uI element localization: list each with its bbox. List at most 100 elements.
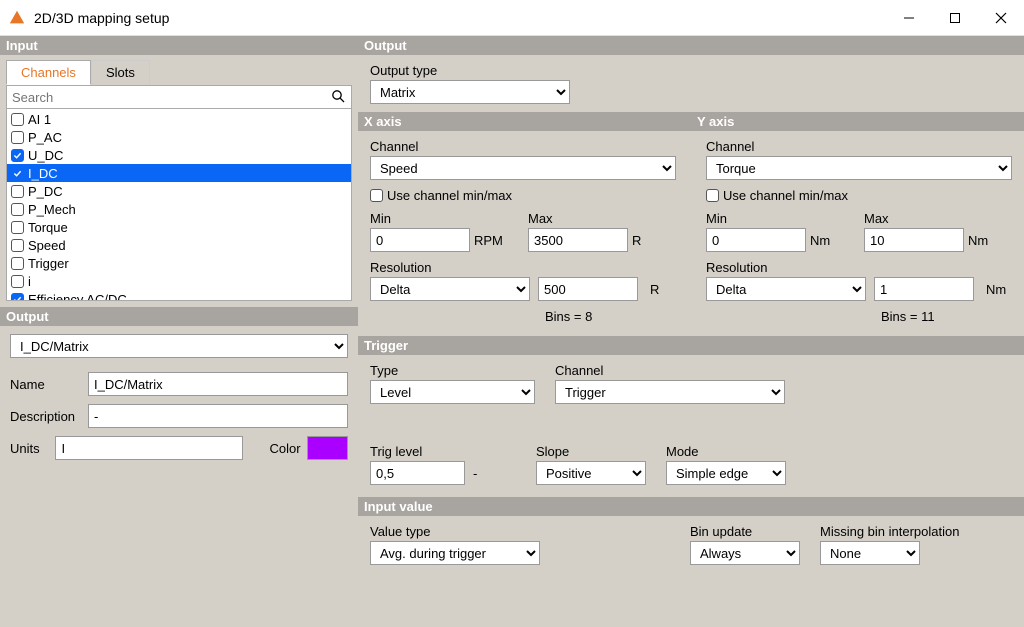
search-icon[interactable] bbox=[331, 89, 351, 106]
x-axis-panel: Channel Speed Use channel min/max Min RP… bbox=[370, 139, 676, 324]
channel-checkbox[interactable] bbox=[11, 275, 24, 288]
x-resolution-label: Resolution bbox=[370, 260, 676, 275]
name-input[interactable] bbox=[88, 372, 348, 396]
channel-item[interactable]: Speed bbox=[7, 236, 351, 254]
trigger-level-input[interactable] bbox=[370, 461, 465, 485]
channel-label: Speed bbox=[28, 238, 66, 253]
trigger-slope-select[interactable]: Positive bbox=[536, 461, 646, 485]
channel-checkbox[interactable] bbox=[11, 239, 24, 252]
x-max-input[interactable] bbox=[528, 228, 628, 252]
right-output-header: Output bbox=[358, 36, 1024, 55]
x-min-input[interactable] bbox=[370, 228, 470, 252]
description-label: Description bbox=[10, 409, 82, 424]
channel-label: i bbox=[28, 274, 31, 289]
name-label: Name bbox=[10, 377, 82, 392]
channel-checkbox[interactable] bbox=[11, 149, 24, 162]
x-resolution-unit: R bbox=[650, 282, 659, 297]
channel-item[interactable]: U_DC bbox=[7, 146, 351, 164]
x-bins-text: Bins = 8 bbox=[545, 309, 676, 324]
close-button[interactable] bbox=[978, 0, 1024, 36]
search-input[interactable] bbox=[7, 86, 331, 108]
y-min-input[interactable] bbox=[706, 228, 806, 252]
channel-label: I_DC bbox=[28, 166, 58, 181]
y-use-minmax-checkbox[interactable] bbox=[706, 189, 719, 202]
channel-item[interactable]: P_DC bbox=[7, 182, 351, 200]
trigger-channel-label: Channel bbox=[555, 363, 785, 378]
trigger-slope-label: Slope bbox=[536, 444, 646, 459]
channel-item[interactable]: P_Mech bbox=[7, 200, 351, 218]
window-title: 2D/3D mapping setup bbox=[34, 10, 169, 26]
output-type-select[interactable]: Matrix bbox=[370, 80, 570, 104]
color-swatch[interactable] bbox=[307, 436, 348, 460]
binupdate-label: Bin update bbox=[690, 524, 800, 539]
y-use-minmax-label: Use channel min/max bbox=[723, 188, 848, 203]
output-type-label: Output type bbox=[370, 63, 1012, 78]
channel-item[interactable]: AI 1 bbox=[7, 110, 351, 128]
x-resolution-type[interactable]: Delta bbox=[370, 277, 530, 301]
y-resolution-unit: Nm bbox=[986, 282, 1006, 297]
channel-checkbox[interactable] bbox=[11, 221, 24, 234]
trigger-channel-select[interactable]: Trigger bbox=[555, 380, 785, 404]
channel-item[interactable]: Torque bbox=[7, 218, 351, 236]
channel-item[interactable]: Trigger bbox=[7, 254, 351, 272]
y-axis-panel: Channel Torque Use channel min/max Min N… bbox=[706, 139, 1012, 324]
channel-checkbox[interactable] bbox=[11, 203, 24, 216]
y-min-unit: Nm bbox=[810, 233, 830, 248]
description-input[interactable] bbox=[88, 404, 348, 428]
channel-label: P_Mech bbox=[28, 202, 76, 217]
input-section-header: Input bbox=[0, 36, 358, 55]
units-label: Units bbox=[10, 441, 49, 456]
x-min-label: Min bbox=[370, 211, 518, 226]
y-max-label: Max bbox=[864, 211, 1012, 226]
trigger-mode-select[interactable]: Simple edge bbox=[666, 461, 786, 485]
titlebar: 2D/3D mapping setup bbox=[0, 0, 1024, 36]
y-resolution-value[interactable] bbox=[874, 277, 974, 301]
channel-label: AI 1 bbox=[28, 112, 51, 127]
channel-item[interactable]: I_DC bbox=[7, 164, 351, 182]
units-input[interactable] bbox=[55, 436, 243, 460]
x-use-minmax-checkbox[interactable] bbox=[370, 189, 383, 202]
channel-checkbox[interactable] bbox=[11, 257, 24, 270]
trigger-level-label: Trig level bbox=[370, 444, 490, 459]
valuetype-label: Value type bbox=[370, 524, 540, 539]
y-max-unit: Nm bbox=[968, 233, 988, 248]
channel-checkbox[interactable] bbox=[11, 167, 24, 180]
missingbin-label: Missing bin interpolation bbox=[820, 524, 990, 539]
channel-checkbox[interactable] bbox=[11, 185, 24, 198]
channel-checkbox[interactable] bbox=[11, 293, 24, 302]
x-use-minmax-label: Use channel min/max bbox=[387, 188, 512, 203]
minimize-button[interactable] bbox=[886, 0, 932, 36]
binupdate-select[interactable]: Always bbox=[690, 541, 800, 565]
y-bins-text: Bins = 11 bbox=[881, 309, 1012, 324]
tab-slots[interactable]: Slots bbox=[91, 60, 150, 85]
x-channel-select[interactable]: Speed bbox=[370, 156, 676, 180]
channel-label: P_AC bbox=[28, 130, 62, 145]
output-select[interactable]: I_DC/Matrix bbox=[10, 334, 348, 358]
channel-label: Efficiency AC/DC bbox=[28, 292, 127, 302]
missingbin-select[interactable]: None bbox=[820, 541, 920, 565]
output-section-header: Output bbox=[0, 307, 358, 326]
trigger-mode-label: Mode bbox=[666, 444, 786, 459]
x-resolution-value[interactable] bbox=[538, 277, 638, 301]
trigger-type-label: Type bbox=[370, 363, 535, 378]
channel-item[interactable]: i bbox=[7, 272, 351, 290]
yaxis-header: Y axis bbox=[691, 112, 1024, 131]
y-channel-select[interactable]: Torque bbox=[706, 156, 1012, 180]
x-max-label: Max bbox=[528, 211, 676, 226]
tab-channels[interactable]: Channels bbox=[6, 60, 91, 85]
channel-checkbox[interactable] bbox=[11, 131, 24, 144]
channel-item[interactable]: Efficiency AC/DC bbox=[7, 290, 351, 301]
valuetype-select[interactable]: Avg. during trigger bbox=[370, 541, 540, 565]
channel-label: U_DC bbox=[28, 148, 63, 163]
trigger-type-select[interactable]: Level bbox=[370, 380, 535, 404]
y-channel-label: Channel bbox=[706, 139, 1012, 154]
trigger-level-unit: - bbox=[473, 466, 477, 481]
y-max-input[interactable] bbox=[864, 228, 964, 252]
maximize-button[interactable] bbox=[932, 0, 978, 36]
channel-list[interactable]: AI 1 P_AC U_DC I_DCP_DC P_MechTorque SpeedTri… bbox=[6, 109, 352, 301]
y-resolution-type[interactable]: Delta bbox=[706, 277, 866, 301]
trigger-header: Trigger bbox=[358, 336, 1024, 355]
channel-checkbox[interactable] bbox=[11, 113, 24, 126]
search-row bbox=[6, 85, 352, 109]
channel-item[interactable]: P_AC bbox=[7, 128, 351, 146]
